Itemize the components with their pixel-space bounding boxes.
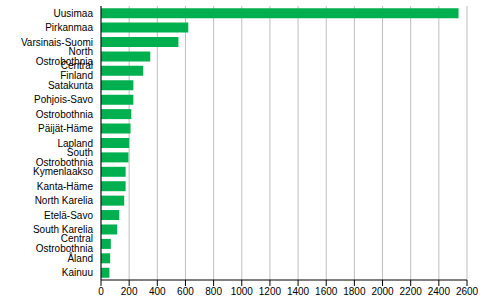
svg-text:2000: 2000 bbox=[371, 286, 394, 297]
svg-text:SouthOstrobothnia: SouthOstrobothnia bbox=[36, 147, 94, 168]
svg-text:North Karelia: North Karelia bbox=[35, 195, 94, 206]
svg-text:Etelä-Savo: Etelä-Savo bbox=[44, 210, 93, 221]
svg-text:Ostrobothnia: Ostrobothnia bbox=[36, 109, 94, 120]
svg-text:Pohjois-Savo: Pohjois-Savo bbox=[34, 94, 93, 105]
svg-text:600: 600 bbox=[177, 286, 194, 297]
svg-text:1000: 1000 bbox=[231, 286, 254, 297]
svg-text:Satakunta: Satakunta bbox=[48, 80, 93, 91]
svg-text:Uusimaa: Uusimaa bbox=[54, 8, 94, 19]
svg-text:200: 200 bbox=[121, 286, 138, 297]
svg-text:1800: 1800 bbox=[343, 286, 366, 297]
svg-text:400: 400 bbox=[149, 286, 166, 297]
svg-text:1400: 1400 bbox=[287, 286, 310, 297]
svg-text:Kymenlaakso: Kymenlaakso bbox=[33, 166, 93, 177]
svg-text:Åland: Åland bbox=[67, 252, 93, 264]
svg-text:CentralFinland: CentralFinland bbox=[60, 60, 93, 81]
svg-text:Kainuu: Kainuu bbox=[62, 267, 93, 278]
svg-text:2200: 2200 bbox=[400, 286, 423, 297]
svg-text:2400: 2400 bbox=[428, 286, 451, 297]
svg-text:Pirkanmaa: Pirkanmaa bbox=[45, 22, 93, 33]
svg-text:800: 800 bbox=[205, 286, 222, 297]
svg-text:1200: 1200 bbox=[259, 286, 282, 297]
svg-text:1600: 1600 bbox=[315, 286, 338, 297]
svg-text:Päijät-Häme: Päijät-Häme bbox=[38, 123, 93, 134]
svg-text:Kanta-Häme: Kanta-Häme bbox=[37, 181, 94, 192]
svg-text:2600: 2600 bbox=[456, 286, 479, 297]
svg-text:CentralOstrobothnia: CentralOstrobothnia bbox=[36, 233, 94, 254]
svg-text:0: 0 bbox=[98, 286, 104, 297]
